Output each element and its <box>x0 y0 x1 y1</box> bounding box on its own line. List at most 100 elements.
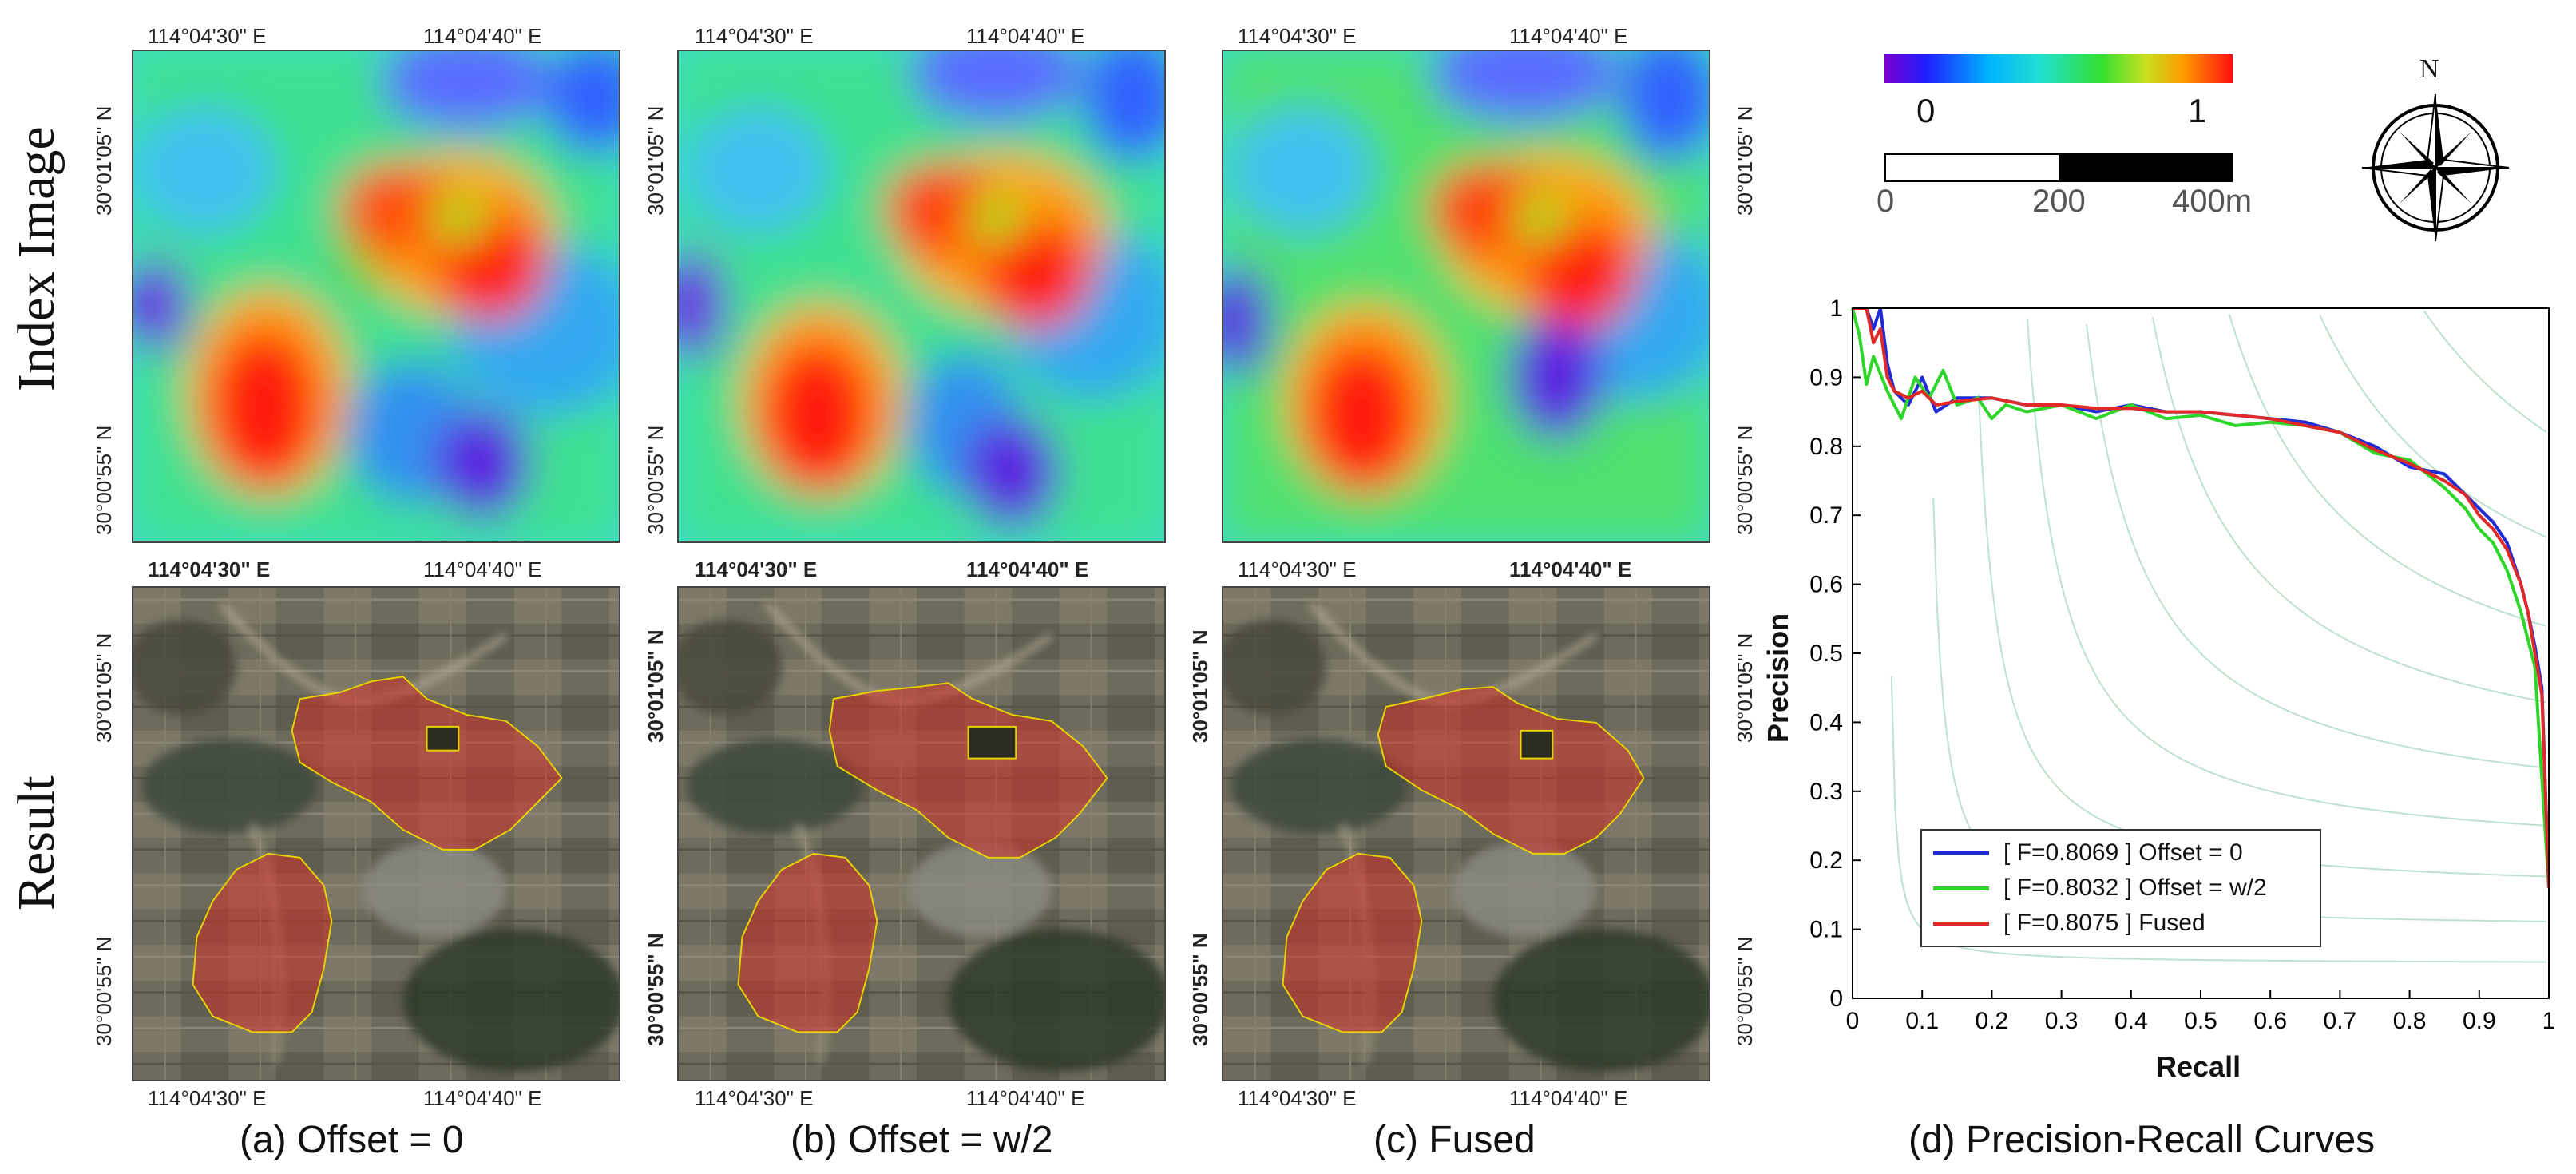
lon-label-bottom: 114°04'30" E <box>1238 1086 1357 1110</box>
scale-bar <box>1884 153 2233 182</box>
x-tick-label: 0.8 <box>2393 1008 2427 1034</box>
iso-f-curve <box>2319 314 2546 538</box>
lat-label-right: 30°00'55" N <box>1188 933 1212 1046</box>
lon-label-top: 114°04'40" E <box>423 24 542 48</box>
lat-label-right: 30°00'55" N <box>1733 936 1757 1046</box>
legend: [ F=0.8069 ] Offset = 0 [ F=0.8032 ] Off… <box>1920 829 2321 947</box>
lon-label-top: 114°04'40" E <box>423 557 542 581</box>
lon-label-top: 114°04'40" E <box>966 557 1089 581</box>
iso-f-curve <box>2086 323 2546 769</box>
caption-a: (a) Offset = 0 <box>240 1119 464 1161</box>
index-image-fused <box>1222 50 1710 543</box>
lon-label-top: 114°04'40" E <box>1509 557 1632 581</box>
colorbar-max-label: 1 <box>2188 92 2207 129</box>
x-tick-label: 0.2 <box>1976 1008 2009 1034</box>
y-axis-label: Precision <box>1762 613 1794 743</box>
scale-label-200: 200 <box>2032 184 2086 219</box>
x-tick-label: 0.6 <box>2253 1008 2287 1034</box>
lat-label-left: 30°01'05" N <box>92 105 116 216</box>
y-tick-label: 0 <box>1829 986 1843 1012</box>
iso-f-curve <box>1890 676 2546 963</box>
lat-label-left: 30°00'55" N <box>92 936 116 1046</box>
lat-label-right: 30°00'55" N <box>1733 425 1757 535</box>
lon-label-top: 114°04'30" E <box>1238 24 1357 48</box>
legend-item-fused: [ F=0.8075 ] Fused <box>1933 906 2308 941</box>
iso-f-curve <box>2423 311 2547 433</box>
result-map-fused <box>1222 586 1710 1081</box>
lon-label-top: 114°04'30" E <box>148 24 267 48</box>
lon-label-bottom: 114°04'40" E <box>423 1086 542 1110</box>
pr-curve-series-2 <box>1853 307 2550 888</box>
y-tick-label: 0.6 <box>1809 572 1843 598</box>
y-tick-label: 0.4 <box>1809 709 1843 736</box>
legend-item-offset-w2: [ F=0.8032 ] Offset = w/2 <box>1933 871 2308 906</box>
pr-curve-series-1 <box>1851 307 2550 888</box>
x-tick-label: 0.9 <box>2463 1008 2496 1034</box>
x-tick-label: 0.4 <box>2114 1008 2148 1034</box>
compass-rose-icon <box>2356 88 2515 248</box>
y-tick-label: 0.7 <box>1809 502 1843 529</box>
iso-f-curve <box>2026 319 2546 827</box>
index-image-offset-0 <box>132 50 620 543</box>
x-tick-label: 0.7 <box>2324 1008 2357 1034</box>
result-map-offset-0 <box>132 586 620 1081</box>
pr-curve-series-0 <box>1853 307 2550 888</box>
iso-f-curve <box>2151 317 2546 704</box>
lat-label-right: 30°01'05" N <box>644 105 668 216</box>
index-image-offset-w2 <box>677 50 1166 543</box>
legend-swatch <box>1933 921 1989 926</box>
y-tick-label: 0.8 <box>1809 434 1843 460</box>
lon-label-top: 114°04'30" E <box>695 557 818 581</box>
caption-b: (b) Offset = w/2 <box>791 1119 1053 1161</box>
y-tick-label: 0.1 <box>1809 917 1843 943</box>
row-label-index-image: Index Image <box>7 126 65 391</box>
x-tick-label: 0.5 <box>2184 1008 2217 1034</box>
x-tick-label: 0 <box>1846 1008 1860 1034</box>
lat-label-left: 30°00'55" N <box>92 425 116 535</box>
legend-swatch <box>1933 886 1989 890</box>
scale-label-0: 0 <box>1877 184 1895 219</box>
x-axis-label: Recall <box>2156 1050 2241 1083</box>
lon-label-top: 114°04'40" E <box>966 24 1085 48</box>
colorbar-min-label: 0 <box>1916 92 1936 129</box>
row-label-result: Result <box>7 775 65 910</box>
lat-label-right: 30°00'55" N <box>644 933 668 1046</box>
lat-label-right: 30°00'55" N <box>644 425 668 535</box>
lon-label-bottom: 114°04'40" E <box>966 1086 1085 1110</box>
lat-label-right: 30°01'05" N <box>1733 105 1757 216</box>
caption-c: (c) Fused <box>1373 1119 1536 1161</box>
y-tick-label: 0.2 <box>1809 847 1843 874</box>
compass-north-label: N <box>2419 54 2439 84</box>
pr-chart-svg: 0 0.1 0.2 0.3 0.4 0.5 0.6 0.7 0.8 0.9 1 0 0.1 0.2 0.3 0… <box>1809 295 2556 1034</box>
legend-label: [ F=0.8032 ] Offset = w/2 <box>2003 875 2267 901</box>
lon-label-top: 114°04'30" E <box>148 557 271 581</box>
lat-label-right: 30°01'05" N <box>1733 633 1757 743</box>
lat-label-right: 30°01'05" N <box>1188 629 1212 743</box>
lon-label-bottom: 114°04'40" E <box>1509 1086 1628 1110</box>
colorbar <box>1884 54 2233 83</box>
x-tick-label: 0.1 <box>1905 1008 1939 1034</box>
y-tick-label: 0.5 <box>1809 641 1843 667</box>
x-tick-label: 0.3 <box>2045 1008 2079 1034</box>
pr-chart: 0 0.1 0.2 0.3 0.4 0.5 0.6 0.7 0.8 0.9 1 0 0.1 0.2 0.3 0… <box>1757 295 2576 1102</box>
legend-item-offset-0: [ F=0.8069 ] Offset = 0 <box>1933 835 2308 871</box>
lon-label-top: 114°04'30" E <box>1238 557 1357 581</box>
lat-label-right: 30°01'05" N <box>644 629 668 743</box>
y-tick-label: 0.3 <box>1809 779 1843 805</box>
x-tick-label: 1 <box>2542 1008 2556 1034</box>
legend-label: [ F=0.8069 ] Offset = 0 <box>2003 839 2243 866</box>
caption-d: (d) Precision-Recall Curves <box>1908 1119 2376 1161</box>
y-tick-label: 1 <box>1829 295 1843 322</box>
legend-label: [ F=0.8075 ] Fused <box>2003 910 2205 936</box>
scale-label-400m: 400m <box>2172 184 2253 219</box>
lon-label-bottom: 114°04'30" E <box>148 1086 267 1110</box>
lat-label-left: 30°01'05" N <box>92 633 116 743</box>
result-map-offset-w2 <box>677 586 1166 1081</box>
iso-f-curve <box>2228 314 2546 627</box>
lon-label-top: 114°04'30" E <box>695 24 814 48</box>
legend-swatch <box>1933 851 1989 855</box>
y-tick-label: 0.9 <box>1809 364 1843 391</box>
lon-label-bottom: 114°04'30" E <box>695 1086 814 1110</box>
iso-f-curve <box>1977 394 2546 878</box>
lon-label-top: 114°04'40" E <box>1509 24 1628 48</box>
